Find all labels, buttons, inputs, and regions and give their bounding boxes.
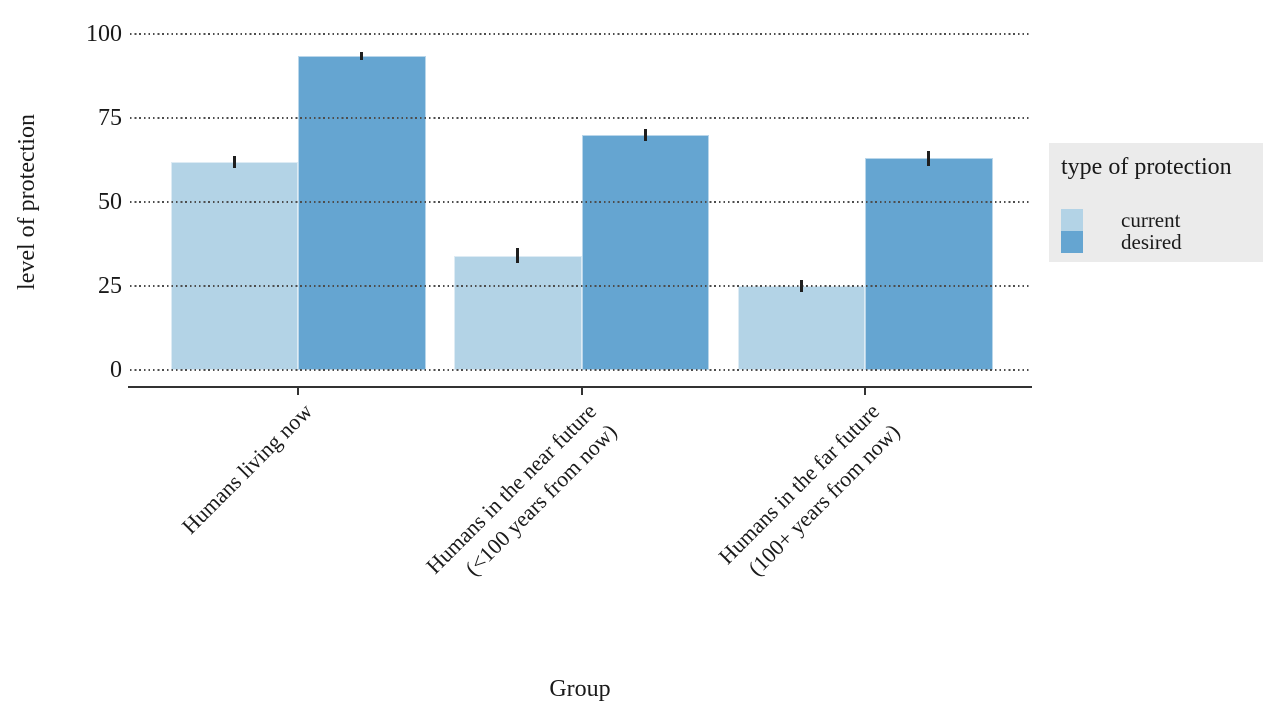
legend-label-current: current bbox=[1121, 208, 1181, 232]
y-tick-label-25: 25 bbox=[98, 273, 122, 300]
gridline-y-75 bbox=[130, 116, 1030, 119]
legend: type of protection current desired bbox=[1049, 143, 1263, 262]
x-category-label-group1: Humans living now bbox=[1, 397, 319, 715]
x-category-label-line: Humans in the near future bbox=[420, 398, 601, 579]
y-tick-label-100: 100 bbox=[86, 20, 122, 47]
x-tick-group2 bbox=[580, 388, 583, 395]
y-tick-label-50: 50 bbox=[98, 189, 122, 215]
legend-items: current desired bbox=[1061, 209, 1251, 253]
legend-item-current: current bbox=[1061, 209, 1251, 231]
error-bar-current-group1 bbox=[232, 155, 236, 168]
plot-panel bbox=[130, 17, 1030, 387]
bar-desired-group3 bbox=[865, 158, 993, 371]
legend-title: type of protection bbox=[1061, 154, 1232, 180]
gridline-y-50 bbox=[130, 201, 1030, 203]
x-category-label-line: (100+ years from now) bbox=[742, 418, 905, 581]
x-axis-line bbox=[128, 386, 1032, 388]
legend-item-desired: desired bbox=[1061, 231, 1251, 253]
x-tick-group3 bbox=[864, 388, 866, 395]
x-category-label-line: (<100 years from now) bbox=[459, 418, 622, 581]
x-axis-title: Group bbox=[549, 676, 611, 702]
x-tick-group1 bbox=[297, 388, 299, 395]
error-bar-desired-group2 bbox=[643, 128, 647, 141]
x-category-label-line: Humans living now bbox=[176, 398, 318, 539]
x-category-label-group3: Humans in the far future (100+ years from… bbox=[568, 397, 906, 720]
x-category-label-group2: Humans in the near future (<100 years fro… bbox=[285, 397, 623, 720]
gridline-y-25 bbox=[130, 285, 1030, 288]
error-bar-desired-group1 bbox=[360, 51, 364, 60]
legend-label-desired: desired bbox=[1121, 230, 1182, 254]
bar-desired-group1 bbox=[298, 55, 426, 371]
bar-current-group1 bbox=[170, 161, 298, 371]
error-bar-desired-group3 bbox=[927, 150, 931, 166]
y-tick-label-0: 0 bbox=[110, 357, 122, 384]
legend-swatch-desired bbox=[1061, 231, 1083, 253]
error-bar-current-group3 bbox=[799, 279, 803, 293]
bar-desired-group2 bbox=[581, 134, 709, 371]
bar-current-group2 bbox=[454, 255, 582, 371]
y-tick-label-75: 75 bbox=[98, 104, 122, 131]
bar-current-group3 bbox=[737, 286, 865, 371]
gridline-y-100 bbox=[130, 32, 1030, 35]
legend-swatch-current bbox=[1061, 209, 1083, 231]
gridline-y-0 bbox=[130, 369, 1030, 372]
error-bar-current-group2 bbox=[516, 248, 520, 264]
